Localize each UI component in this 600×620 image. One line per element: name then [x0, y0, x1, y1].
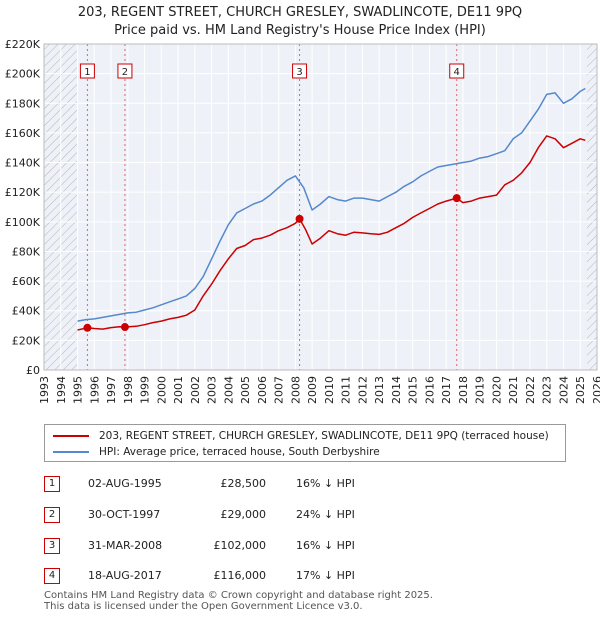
x-tick-label: 2009: [306, 376, 319, 404]
sale-number-badge: 2: [44, 507, 60, 523]
sale-marker-label: 4: [454, 67, 460, 78]
property-series-line: [77, 135, 586, 331]
sale-row-2: 2 30-OCT-1997 £29,000 24% ↓ HPI: [44, 507, 584, 525]
x-tick-label: 2012: [356, 376, 369, 404]
x-tick-label: 1993: [38, 376, 51, 404]
x-tick-label: 2020: [490, 376, 503, 404]
sale-row-1: 1 02-AUG-1995 £28,500 16% ↓ HPI: [44, 476, 584, 494]
sale-number-badge: 3: [44, 538, 60, 554]
x-tick-label: 2025: [574, 376, 587, 404]
y-tick-label: £220K: [5, 38, 41, 51]
y-tick-label: £40K: [12, 305, 41, 318]
x-tick-label: 2007: [273, 376, 286, 404]
y-tick-label: £60K: [12, 275, 41, 288]
sale-hpi-diff: 16% ↓ HPI: [296, 477, 355, 490]
x-tick-label: 1999: [139, 376, 152, 404]
price-chart: 1 2 3 4 £0 £20K £40K £60K £80K £100K £120K £140K £1…: [5, 38, 600, 404]
y-tick-label: £180K: [5, 97, 41, 110]
sale-point: [120, 323, 129, 332]
x-tick-label: 2024: [557, 376, 570, 404]
footer-line-2: This data is licensed under the Open Gov…: [44, 601, 363, 612]
x-tick-label: 2015: [407, 376, 420, 404]
plot-border: [43, 43, 598, 371]
legend-label-property: 203, REGENT STREET, CHURCH GRESLEY, SWAD…: [99, 430, 549, 442]
x-tick-label: 2001: [172, 376, 185, 404]
sale-point: [295, 214, 304, 223]
x-tick-label: 2011: [340, 376, 353, 404]
chart-subtitle: Price paid vs. HM Land Registry's House …: [114, 23, 486, 38]
plot-area: [44, 44, 597, 370]
sale-price: £28,500: [220, 477, 267, 490]
legend-label-hpi: HPI: Average price, terraced house, Sout…: [99, 446, 380, 458]
y-tick-label: £20K: [12, 334, 41, 347]
sale-marker-label: 2: [122, 67, 128, 78]
y-tick-label: £100K: [5, 216, 41, 229]
sale-row-4: 4 18-AUG-2017 £116,000 17% ↓ HPI: [44, 568, 584, 586]
legend: 203, REGENT STREET, CHURCH GRESLEY, SWAD…: [44, 424, 566, 462]
sale-date: 02-AUG-1995: [88, 477, 162, 490]
sale-number-badge: 1: [44, 476, 60, 492]
y-tick-label: £200K: [5, 68, 41, 81]
sale-marker-box: [292, 63, 308, 79]
sale-date: 30-OCT-1997: [88, 508, 161, 521]
x-tick-label: 2026: [591, 376, 600, 404]
x-tick-label: 2017: [440, 376, 453, 404]
x-tick-label: 2019: [474, 376, 487, 404]
x-tick-label: 2021: [507, 376, 520, 404]
sale-price: £102,000: [213, 539, 267, 552]
sale-point: [83, 323, 92, 332]
x-tick-label: 2002: [189, 376, 202, 404]
y-tick-label: £120K: [5, 186, 41, 199]
sale-marker-box: [117, 63, 133, 79]
sale-marker-box: [79, 63, 95, 79]
y-tick-label: £160K: [5, 127, 41, 140]
hatch-region-after: [586, 44, 597, 370]
sale-hpi-diff: 24% ↓ HPI: [296, 508, 355, 521]
x-tick-label: 1998: [122, 376, 135, 404]
x-tick-label: 2000: [155, 376, 168, 404]
legend-swatch-hpi: [53, 451, 89, 453]
x-tick-label: 2014: [390, 376, 403, 404]
legend-swatch-property: [53, 435, 89, 437]
sale-date: 18-AUG-2017: [88, 569, 162, 582]
x-tick-label: 2008: [289, 376, 302, 404]
x-tick-label: 2003: [206, 376, 219, 404]
x-tick-label: 1997: [105, 376, 118, 404]
y-tick-label: £0: [26, 364, 40, 377]
legend-item-hpi: HPI: Average price, terraced house, Sout…: [53, 444, 380, 460]
footer-attribution: Contains HM Land Registry data © Crown c…: [44, 590, 433, 612]
x-tick-label: 2006: [256, 376, 269, 404]
sale-marker-label: 1: [84, 67, 90, 78]
sale-row-3: 3 31-MAR-2008 £102,000 16% ↓ HPI: [44, 538, 584, 556]
sale-point: [452, 194, 461, 203]
hpi-series-line: [77, 87, 586, 322]
sale-date: 31-MAR-2008: [88, 539, 163, 552]
sale-price: £116,000: [213, 569, 267, 582]
legend-item-property: 203, REGENT STREET, CHURCH GRESLEY, SWAD…: [53, 428, 549, 444]
x-tick-label: 1996: [88, 376, 101, 404]
sale-marker-label: 3: [296, 67, 302, 78]
sale-hpi-diff: 16% ↓ HPI: [296, 539, 355, 552]
x-tick-label: 1995: [72, 376, 85, 404]
x-tick-label: 1994: [55, 376, 68, 404]
y-tick-label: £80K: [12, 245, 41, 258]
x-tick-label: 2016: [423, 376, 436, 404]
sale-number-badge: 4: [44, 568, 60, 584]
x-tick-label: 2004: [222, 376, 235, 404]
x-tick-label: 2023: [541, 376, 554, 404]
footer-line-1: Contains HM Land Registry data © Crown c…: [44, 590, 433, 601]
x-tick-label: 2018: [457, 376, 470, 404]
sale-price: £29,000: [220, 508, 267, 521]
sale-marker-box: [449, 63, 465, 79]
x-tick-label: 2013: [373, 376, 386, 404]
x-tick-label: 2022: [524, 376, 537, 404]
x-tick-label: 2005: [239, 376, 252, 404]
y-tick-label: £140K: [5, 157, 41, 170]
chart-title-block: 203, REGENT STREET, CHURCH GRESLEY, SWAD…: [0, 4, 600, 40]
chart-title: 203, REGENT STREET, CHURCH GRESLEY, SWAD…: [77, 5, 523, 20]
sale-hpi-diff: 17% ↓ HPI: [296, 569, 355, 582]
x-tick-label: 2010: [323, 376, 336, 404]
